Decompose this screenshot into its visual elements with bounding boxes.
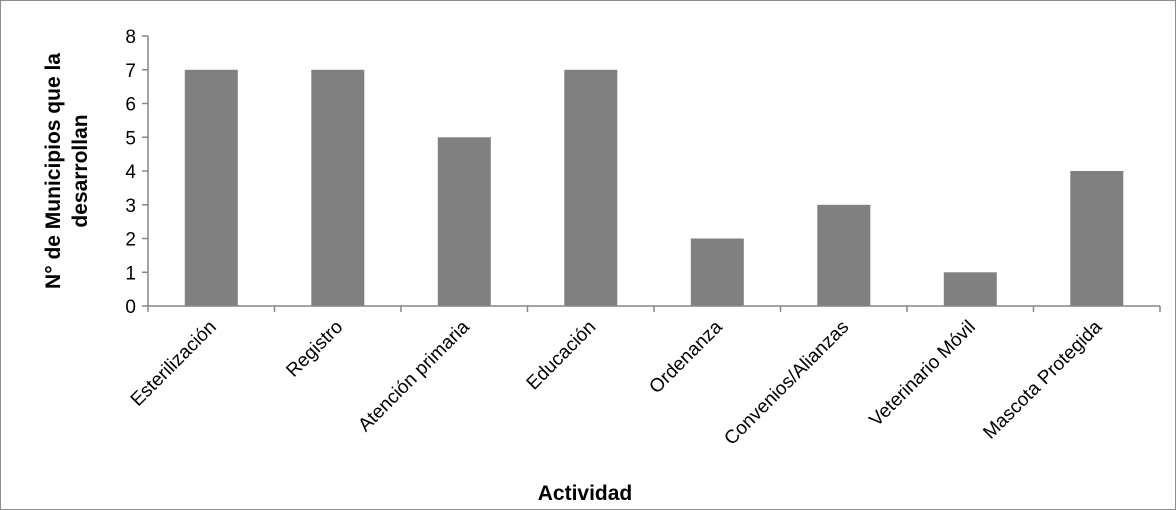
- y-tick-label-2: 2: [125, 230, 136, 251]
- y-axis-title-line-2: desarrollan: [69, 114, 92, 227]
- y-tick-label-4: 4: [125, 162, 136, 183]
- x-tick-label-6: Veterinario Móvil: [866, 317, 980, 431]
- bar-1: [311, 69, 365, 307]
- y-tick-label-8: 8: [125, 27, 136, 48]
- x-tick-label-1: Registro: [282, 317, 347, 382]
- bar-5: [817, 204, 871, 307]
- x-tick-label-7: Mascota Protegida: [979, 316, 1106, 443]
- bar-6: [943, 272, 997, 307]
- x-tick-label-3: Educación: [523, 317, 601, 395]
- y-axis-title: N° de Municipios que la desarrollan: [42, 53, 92, 289]
- y-tick-label-6: 6: [125, 95, 136, 116]
- axes-layer: [147, 36, 1160, 307]
- y-tick-label-7: 7: [125, 61, 136, 82]
- y-tick-label-5: 5: [125, 128, 136, 149]
- bar-4: [690, 238, 744, 306]
- y-tick-label-1: 1: [125, 263, 136, 284]
- x-tick-label-2: Atención primaria: [354, 316, 474, 436]
- y-axis-title-line-1: N° de Municipios que la: [42, 53, 65, 289]
- bar-7: [1070, 171, 1124, 306]
- x-axis-title: Actividad: [538, 482, 633, 505]
- y-ticks-layer: 0 1 2 3 4 5 6 7 8: [125, 27, 148, 318]
- x-ticks-layer: Esterilización Registro Atención primaria E…: [127, 306, 1161, 450]
- y-tick-label-3: 3: [125, 196, 136, 217]
- bars-layer: [184, 69, 1124, 307]
- bar-2: [437, 137, 491, 307]
- y-tick-label-0: 0: [125, 297, 136, 318]
- x-tick-label-0: Esterilización: [127, 317, 221, 411]
- bar-0: [184, 69, 238, 307]
- x-tick-label-4: Ordenanza: [645, 316, 727, 398]
- x-tick-label-5: Convenios/Alianzas: [720, 317, 853, 450]
- bar-3: [564, 69, 618, 307]
